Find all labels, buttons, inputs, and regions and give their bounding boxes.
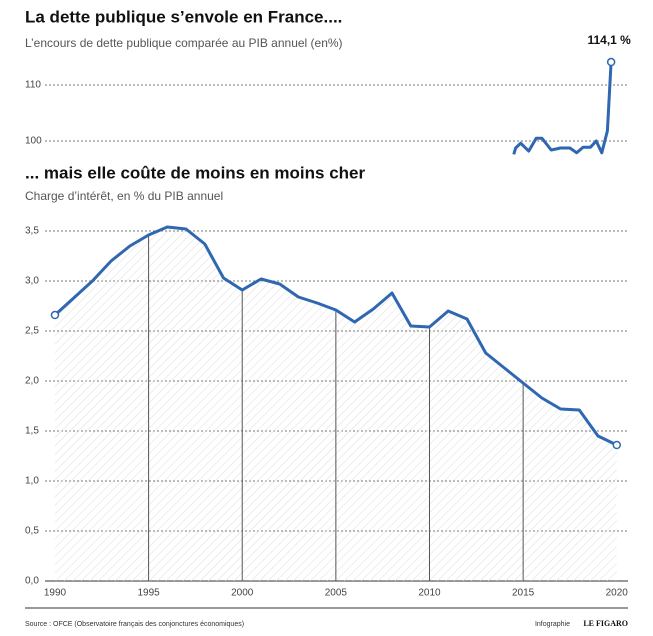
series <box>512 61 613 155</box>
y-tick-label: 3,0 <box>25 276 39 287</box>
credit: Infographie <box>535 621 570 628</box>
y-tick-label: 1,0 <box>25 476 39 487</box>
x-tick-label: 2015 <box>512 588 535 599</box>
x-tick-label: 2020 <box>606 588 629 599</box>
end-point <box>50 310 60 320</box>
chart-subtitle: L’encours de dette publique comparée au … <box>25 36 343 50</box>
brand: LE FIGARO <box>583 619 628 628</box>
y-tick-label: 0,0 <box>25 576 39 587</box>
chart-title: ... mais elle coûte de moins en moins ch… <box>25 163 365 182</box>
line <box>512 61 613 155</box>
y-tick-label: 3,5 <box>25 226 39 237</box>
end-point <box>606 57 616 67</box>
source: Source : OFCE (Observatoire français des… <box>25 621 244 628</box>
chart-title: La dette publique s’envole en France.... <box>25 7 342 26</box>
data-label: 114,1 % <box>587 33 631 47</box>
x-tick-label: 1990 <box>44 588 67 599</box>
x-tick-label: 2010 <box>418 588 441 599</box>
y-tick-label: 0,5 <box>25 526 39 537</box>
end-point <box>612 440 622 450</box>
y-tick-label: 1,5 <box>25 426 39 437</box>
y-tick-label: 100 <box>25 136 42 147</box>
line <box>53 225 618 447</box>
y-tick-label: 110 <box>25 80 41 91</box>
y-tick-label: 2,0 <box>25 376 39 387</box>
x-tick-label: 2005 <box>325 588 348 599</box>
y-tick-label: 2,5 <box>25 326 39 337</box>
chart-subtitle: Charge d’intérêt, en % du PIB annuel <box>25 189 223 203</box>
x-tick-label: 1995 <box>137 588 160 599</box>
x-tick-label: 2000 <box>231 588 254 599</box>
series <box>53 225 618 447</box>
